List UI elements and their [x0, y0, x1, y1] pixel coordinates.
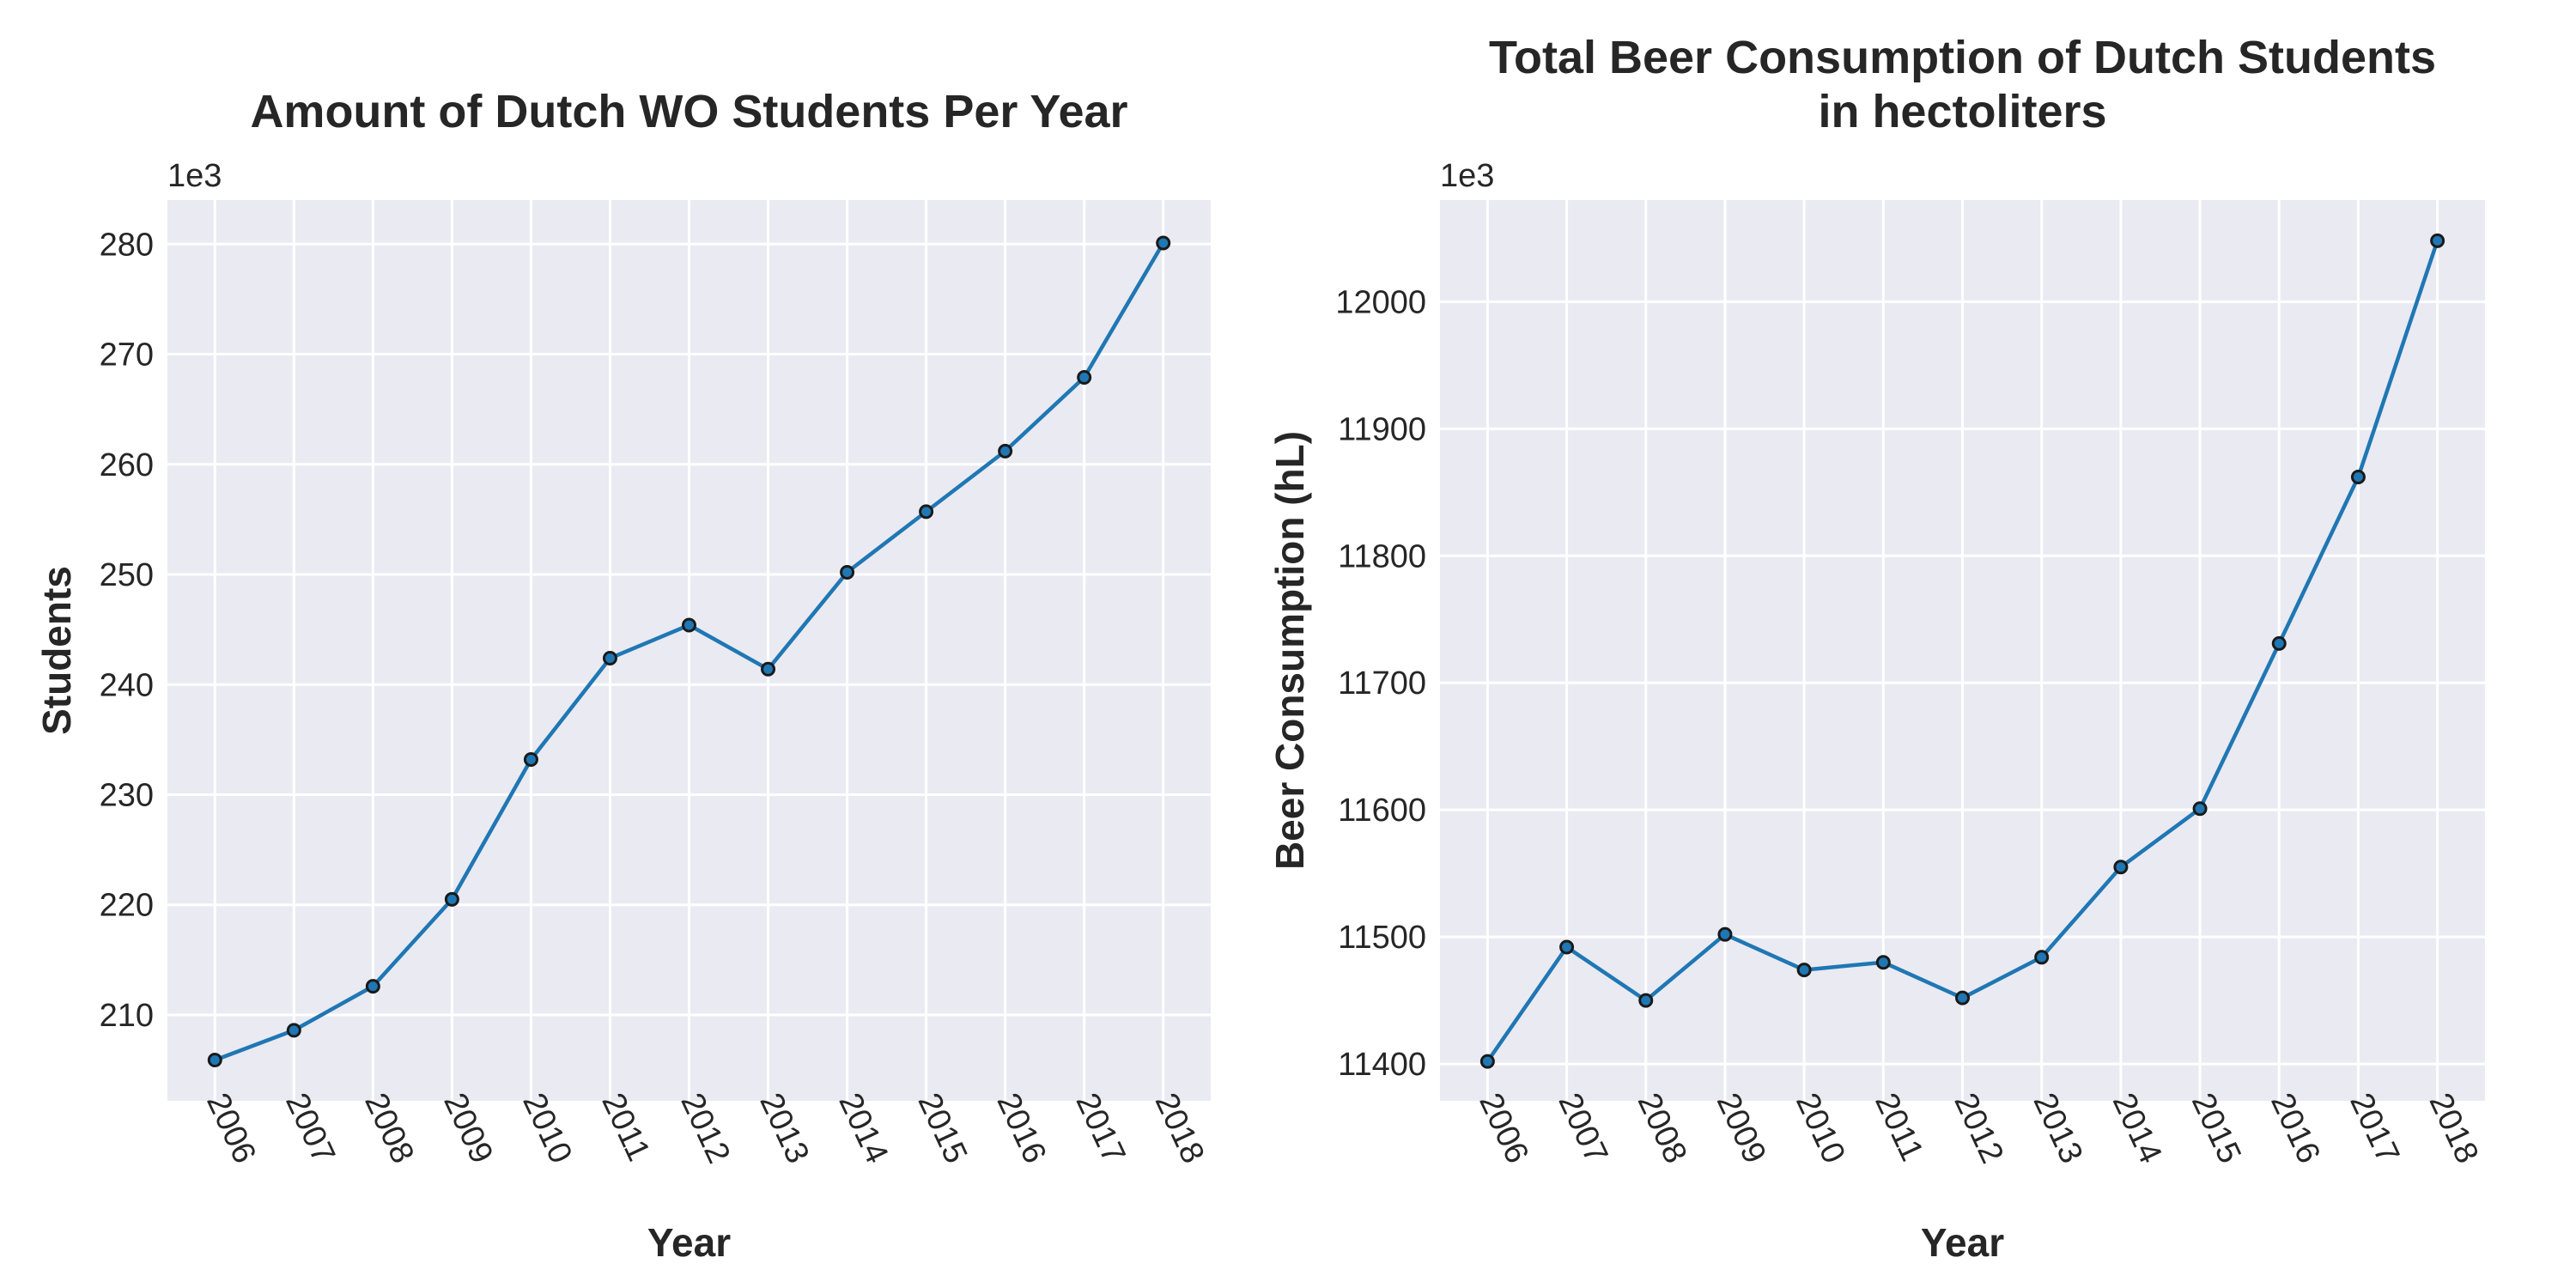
y-tick-label: 11600 — [1338, 793, 1426, 829]
y-tick-label: 11500 — [1338, 920, 1426, 956]
y-tick-label: 11800 — [1338, 538, 1426, 574]
x-axis-label: Year — [647, 1220, 731, 1265]
data-point — [1875, 955, 1891, 970]
data-point — [523, 751, 538, 767]
y-tick-label: 220 — [100, 888, 154, 924]
data-point — [998, 443, 1013, 459]
data-point — [2350, 470, 2366, 485]
y-tick-label: 260 — [100, 447, 154, 483]
y-tick-label: 230 — [100, 777, 154, 813]
y-tick-label: 11900 — [1338, 411, 1426, 447]
y-tick-label: 12000 — [1335, 284, 1426, 320]
data-point — [2113, 860, 2129, 875]
data-point — [1156, 235, 1171, 251]
y-tick-label: 11700 — [1338, 665, 1426, 702]
data-point — [444, 891, 459, 907]
data-point — [1479, 1054, 1495, 1069]
y-tick-label: 270 — [100, 337, 154, 374]
data-point — [840, 564, 855, 580]
data-point — [1796, 963, 1812, 978]
data-point — [1955, 990, 1970, 1005]
x-axis-label: Year — [1921, 1220, 2004, 1265]
data-point — [286, 1023, 301, 1038]
data-point — [2192, 801, 2208, 817]
y-tick-label: 210 — [100, 998, 154, 1034]
data-point — [2034, 950, 2050, 965]
data-point — [919, 504, 934, 519]
data-point — [207, 1053, 222, 1068]
y-tick-label: 11400 — [1338, 1047, 1426, 1083]
chart-title: Amount of Dutch WO Students Per Year — [250, 86, 1127, 137]
y-offset-label: 1e3 — [167, 158, 222, 194]
y-tick-label: 280 — [100, 227, 154, 263]
data-point — [1638, 993, 1654, 1008]
y-axis-label: Students — [34, 566, 79, 735]
chart-title: in hectoliters — [1818, 86, 2106, 137]
data-point — [1559, 939, 1575, 955]
data-point — [602, 650, 617, 665]
data-point — [365, 979, 380, 994]
y-tick-label: 250 — [100, 557, 154, 593]
data-point — [2271, 635, 2287, 651]
data-point — [761, 661, 776, 677]
data-point — [1077, 369, 1092, 385]
data-point — [2430, 233, 2445, 248]
chart-title: Total Beer Consumption of Dutch Students — [1489, 32, 2436, 83]
y-axis-label: Beer Consumption (hL) — [1267, 431, 1312, 870]
data-point — [682, 617, 696, 633]
y-tick-label: 240 — [100, 667, 154, 703]
data-point — [1717, 927, 1733, 942]
y-offset-label: 1e3 — [1440, 158, 1494, 194]
